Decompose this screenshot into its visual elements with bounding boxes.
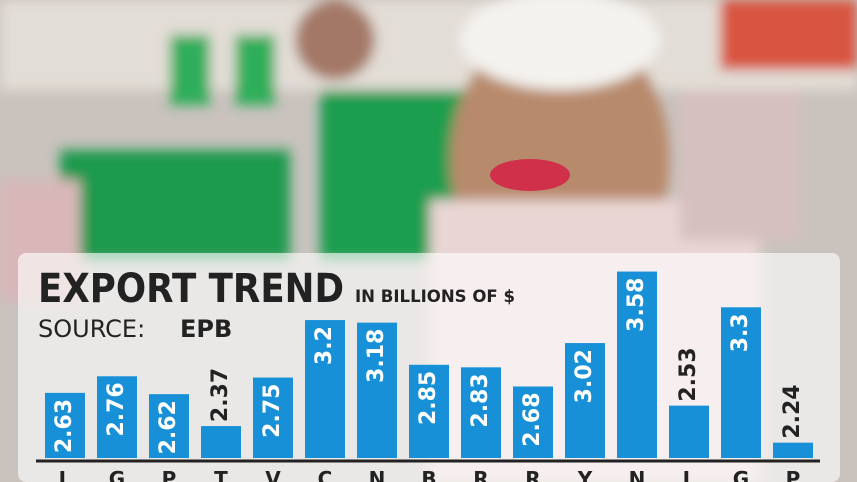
photo-red bbox=[720, 0, 857, 70]
x-tick-label: L bbox=[683, 467, 696, 482]
bar bbox=[461, 367, 501, 458]
x-tick-label: G bbox=[109, 467, 125, 482]
chart-title: EXPORT TREND bbox=[38, 266, 344, 312]
bar bbox=[565, 343, 605, 458]
photo-spool bbox=[170, 35, 210, 105]
x-tick-label: G bbox=[733, 467, 749, 482]
bar bbox=[253, 377, 293, 458]
bar bbox=[617, 271, 657, 458]
bar bbox=[201, 426, 241, 458]
x-tick-label: B bbox=[421, 467, 436, 482]
x-tick-label: P bbox=[786, 467, 801, 482]
photo-worker bbox=[295, 0, 375, 80]
value-label: 2.83 bbox=[468, 373, 493, 427]
photo-worker bbox=[680, 90, 800, 240]
x-tick-label: R bbox=[525, 467, 540, 482]
value-label: 2.37 bbox=[208, 368, 233, 422]
value-label: 3.2 bbox=[312, 326, 337, 365]
value-label: 2.68 bbox=[520, 392, 545, 446]
x-tick-label: N bbox=[369, 467, 386, 482]
x-tick-label: T bbox=[214, 467, 228, 482]
value-label: 2.63 bbox=[52, 399, 77, 453]
bar bbox=[149, 394, 189, 458]
value-label: 2.62 bbox=[156, 400, 181, 454]
value-label: 2.76 bbox=[104, 382, 129, 436]
bar bbox=[409, 364, 449, 458]
value-label: 2.24 bbox=[780, 384, 805, 438]
bar bbox=[773, 442, 813, 458]
photo-wall bbox=[0, 0, 857, 90]
bar bbox=[513, 386, 553, 458]
chart-subtitle: IN BILLIONS OF $ bbox=[355, 287, 515, 307]
value-label: 3.18 bbox=[364, 329, 389, 383]
x-tick-label: P bbox=[162, 467, 177, 482]
photo-mask bbox=[490, 159, 570, 191]
source-label: SOURCE: bbox=[38, 315, 145, 343]
value-label: 3.02 bbox=[572, 349, 597, 403]
bar bbox=[45, 392, 85, 458]
value-label: 2.85 bbox=[416, 371, 441, 425]
x-tick-label: Y bbox=[577, 467, 593, 482]
bar bbox=[305, 320, 345, 458]
value-label: 2.75 bbox=[260, 384, 285, 438]
bar bbox=[97, 376, 137, 458]
x-tick-label: L bbox=[59, 467, 72, 482]
bar bbox=[357, 322, 397, 458]
value-label: 3.3 bbox=[728, 313, 753, 352]
photo-scarf bbox=[460, 0, 660, 90]
value-label: 2.53 bbox=[676, 347, 701, 401]
photo-cloth bbox=[60, 150, 290, 260]
source: EPB bbox=[180, 315, 232, 343]
bar bbox=[669, 405, 709, 458]
bar bbox=[721, 307, 761, 458]
x-tick-label: V bbox=[265, 467, 281, 482]
x-tick-label: R bbox=[473, 467, 488, 482]
value-label: 3.58 bbox=[624, 278, 649, 332]
x-tick-label: N bbox=[629, 467, 646, 482]
x-tick-label: C bbox=[318, 467, 333, 482]
photo-spool bbox=[235, 35, 275, 105]
